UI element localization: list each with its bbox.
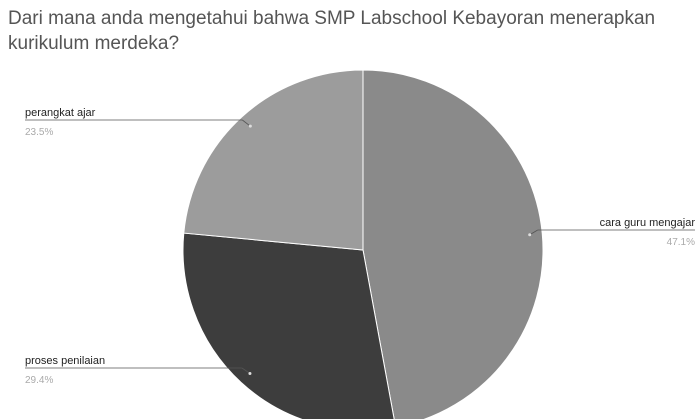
slice-label: cara guru mengajar — [600, 217, 696, 229]
leader-dot — [248, 124, 252, 128]
pie-slice — [183, 69, 364, 251]
leader-dot — [248, 371, 252, 375]
slice-label: proses penilaian — [25, 355, 105, 367]
leader-dot — [528, 233, 532, 237]
pie-slice — [182, 232, 395, 419]
pie-slice — [362, 69, 544, 419]
slice-label: perangkat ajar — [25, 107, 96, 119]
leader-line — [242, 119, 251, 127]
slice-value: 47.1% — [667, 237, 695, 248]
slice-value: 29.4% — [25, 375, 53, 386]
chart-title: Dari mana anda mengetahui bahwa SMP Labs… — [8, 8, 656, 54]
leader-line — [529, 229, 538, 236]
slice-value: 23.5% — [25, 127, 53, 138]
leader-line — [241, 367, 251, 374]
